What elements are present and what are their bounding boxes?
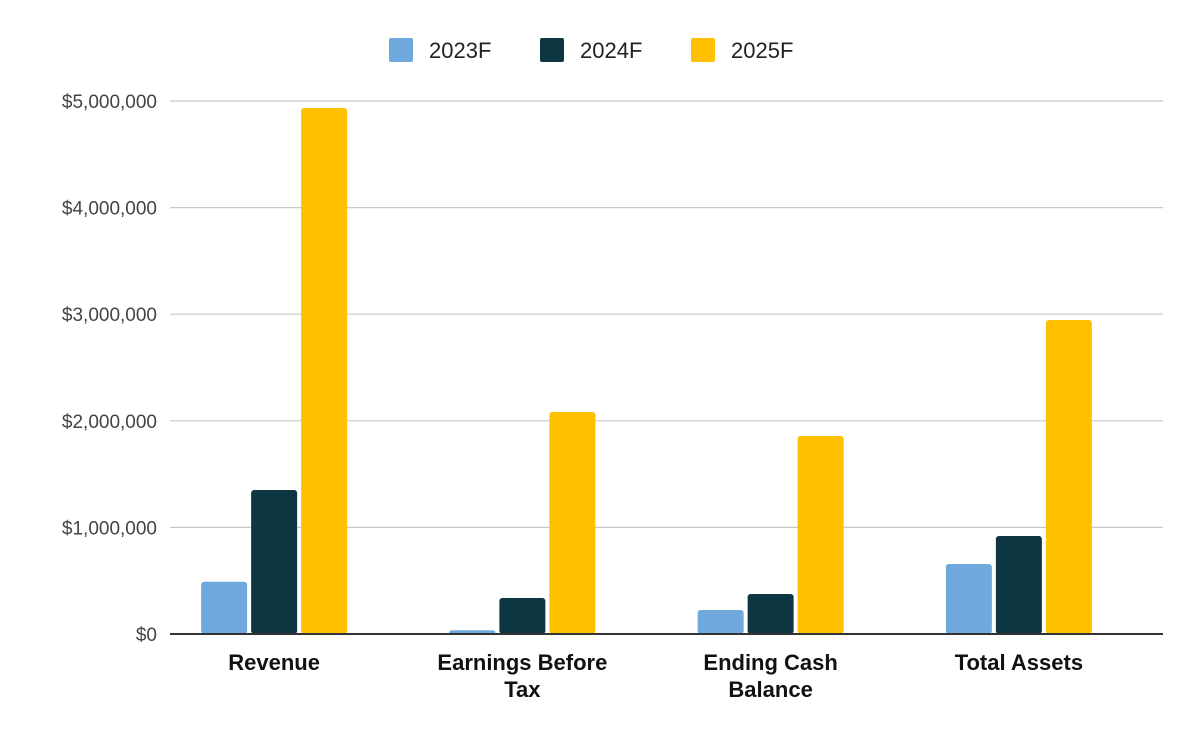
x-category-label: Earnings Before <box>437 650 607 675</box>
x-category-label: Tax <box>504 677 541 702</box>
bar-2023F-0 <box>201 581 248 634</box>
legend-swatch-2024F <box>540 38 564 62</box>
x-category-label: Revenue <box>228 650 320 675</box>
x-category-label: Total Assets <box>955 650 1083 675</box>
legend-label: 2025F <box>731 38 793 63</box>
bar-2025F-1 <box>549 411 596 634</box>
y-tick-label: $0 <box>136 625 157 646</box>
legend-label: 2023F <box>429 38 491 63</box>
legend-swatch-2023F <box>389 38 413 62</box>
bar-2023F-3 <box>945 563 992 634</box>
x-category-label: Ending Cash <box>703 650 837 675</box>
y-tick-label: $2,000,000 <box>62 412 157 433</box>
bar-2024F-3 <box>995 536 1042 634</box>
bar-2025F-0 <box>301 108 348 635</box>
bar-2023F-2 <box>697 610 744 634</box>
x-category-label: Balance <box>728 677 812 702</box>
y-tick-label: $5,000,000 <box>62 92 157 113</box>
legend-label: 2024F <box>580 38 642 63</box>
legend-swatch-2025F <box>691 38 715 62</box>
bar-2024F-0 <box>251 489 298 634</box>
y-tick-label: $4,000,000 <box>62 199 157 220</box>
bar-2024F-1 <box>499 597 546 634</box>
bar-2024F-2 <box>747 594 794 634</box>
y-tick-label: $1,000,000 <box>62 518 157 539</box>
y-tick-label: $3,000,000 <box>62 305 157 326</box>
bar-2025F-2 <box>797 436 844 634</box>
bar-2025F-3 <box>1045 319 1092 634</box>
